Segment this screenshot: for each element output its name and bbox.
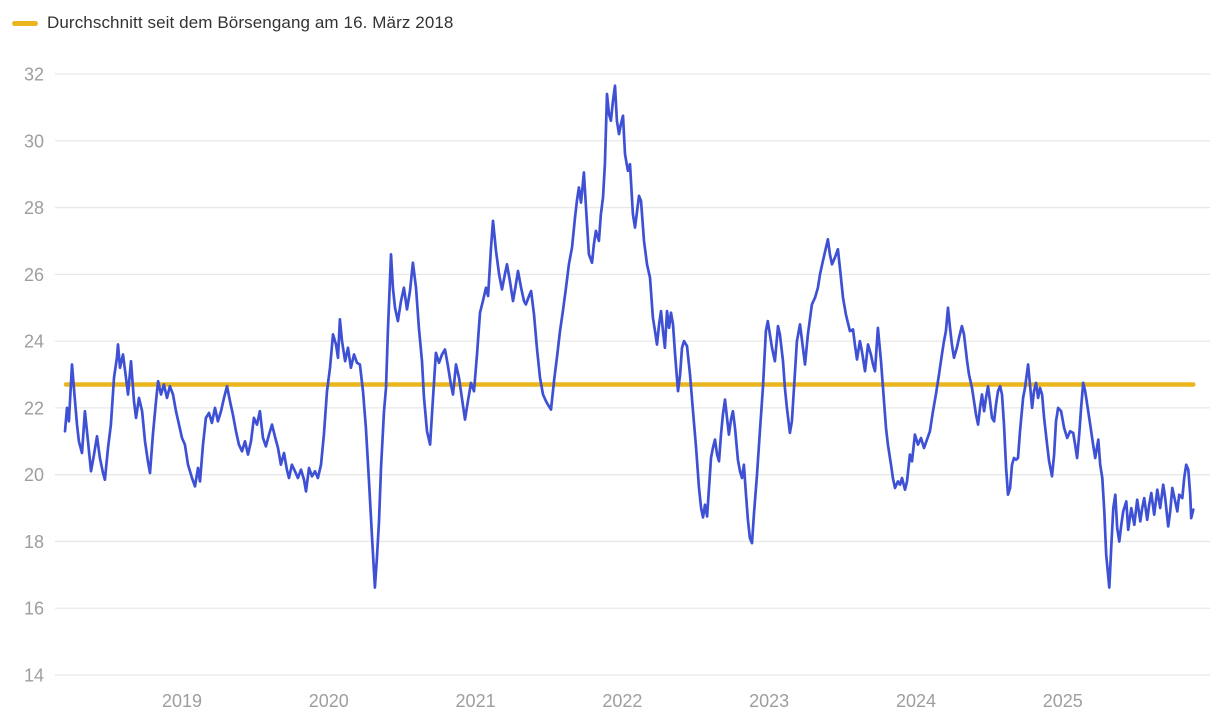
- x-axis-label: 2019: [162, 691, 202, 711]
- x-axis-label: 2024: [896, 691, 936, 711]
- x-axis-label: 2021: [456, 691, 496, 711]
- y-axis-label: 26: [24, 265, 44, 285]
- y-axis-label: 24: [24, 332, 44, 352]
- y-axis-label: 20: [24, 465, 44, 485]
- x-axis-label: 2022: [602, 691, 642, 711]
- y-axis-label: 22: [24, 398, 44, 418]
- price-line: [63, 84, 1195, 589]
- average-line-legend-label: Durchschnitt seit dem Börsengang am 16. …: [47, 13, 454, 32]
- y-axis-label: 14: [24, 666, 44, 686]
- x-axis-label: 2023: [749, 691, 789, 711]
- chart-legend: Durchschnitt seit dem Börsengang am 16. …: [12, 13, 454, 33]
- price-line-group: [63, 84, 1195, 589]
- y-axis-labels: 32 30 28 26 24 22 20 18 16 14: [24, 65, 44, 686]
- y-axis-label: 16: [24, 599, 44, 619]
- x-axis-label: 2020: [309, 691, 349, 711]
- x-axis-label: 2025: [1043, 691, 1083, 711]
- x-axis-labels: 2019 2020 2021 2022 2023 2024 2025: [162, 691, 1083, 711]
- gridlines: [55, 73, 1210, 676]
- average-line-legend-marker: [12, 20, 38, 26]
- y-axis-label: 28: [24, 198, 44, 218]
- y-axis-label: 32: [24, 65, 44, 85]
- y-axis-label: 18: [24, 532, 44, 552]
- y-axis-label: 30: [24, 131, 44, 151]
